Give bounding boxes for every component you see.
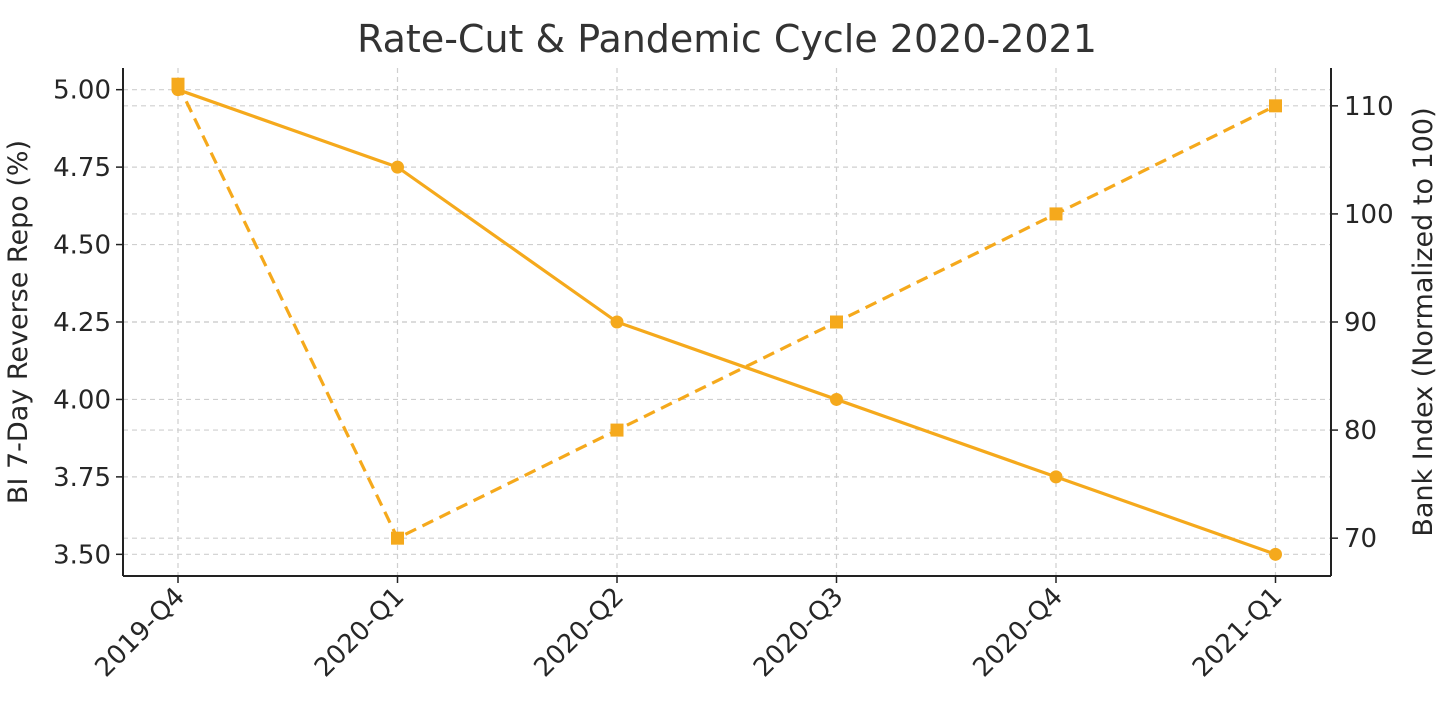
series-left-line xyxy=(177,88,1277,556)
y2-tick-label: 100 xyxy=(1344,200,1394,230)
y2-tick-label: 90 xyxy=(1344,308,1377,338)
x-tick-label: 2020-Q2 xyxy=(528,582,629,683)
y2-axis-label: Bank Index (Normalized to 100) xyxy=(1408,107,1439,536)
y-tick-label: 4.75 xyxy=(53,153,111,183)
y2-tick-label: 110 xyxy=(1344,92,1394,122)
x-tick-label: 2021-Q1 xyxy=(1187,582,1288,683)
y-tick-label: 3.50 xyxy=(53,540,111,570)
data-point-circle xyxy=(1269,547,1282,561)
x-tick-label: 2020-Q1 xyxy=(309,582,410,683)
x-tick-label: 2020-Q4 xyxy=(967,582,1068,683)
data-point-circle xyxy=(391,160,404,174)
y-axis-label: BI 7-Day Reverse Repo (%) xyxy=(3,140,34,504)
x-tick-label: 2019-Q4 xyxy=(89,582,190,683)
data-point-circle xyxy=(830,392,843,406)
series-left-axis xyxy=(171,83,1282,561)
y2-tick-label: 70 xyxy=(1344,524,1377,554)
data-point-square xyxy=(1269,99,1282,113)
y-tick-label: 4.50 xyxy=(53,231,111,261)
y-tick-label: 4.25 xyxy=(53,308,111,338)
y-tick-label: 5.00 xyxy=(53,76,111,106)
series-layer xyxy=(171,77,1282,561)
y2-tick-label: 80 xyxy=(1344,416,1377,446)
data-point-square xyxy=(830,315,843,329)
data-point-square xyxy=(610,423,624,437)
axes xyxy=(116,68,1338,583)
series-right-line xyxy=(176,83,1277,540)
series-right-axis xyxy=(171,77,1282,545)
x-tick-label: 2020-Q3 xyxy=(748,582,849,683)
y-tick-label: 4.00 xyxy=(53,385,111,415)
data-point-square xyxy=(1049,207,1063,221)
data-point-circle xyxy=(1049,470,1063,484)
grid xyxy=(123,68,1331,576)
data-point-square xyxy=(171,77,185,91)
chart-title: Rate-Cut & Pandemic Cycle 2020-2021 xyxy=(357,17,1097,61)
y-tick-label: 3.75 xyxy=(53,463,111,493)
data-point-circle xyxy=(610,315,624,329)
data-point-square xyxy=(391,531,404,545)
